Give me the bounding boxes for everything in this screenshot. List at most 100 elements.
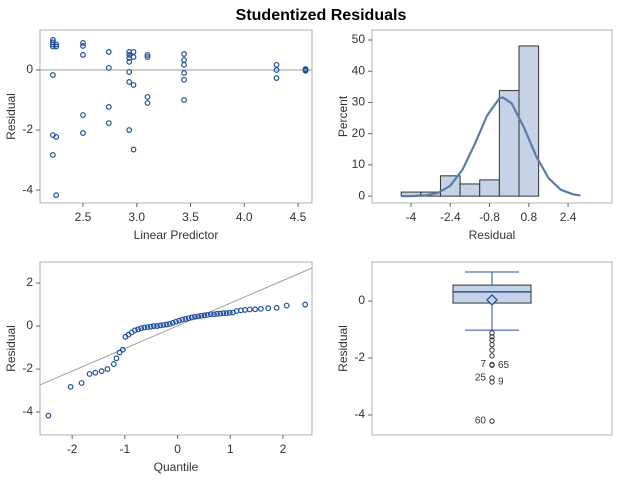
data-point — [257, 305, 264, 312]
data-point — [110, 361, 117, 367]
y-tick-label: -4 — [22, 182, 33, 196]
y-tick-label: 50 — [352, 32, 366, 46]
reference-line — [39, 267, 313, 386]
data-point — [181, 97, 187, 103]
data-point — [147, 323, 154, 330]
outlier — [489, 362, 495, 368]
data-point — [53, 41, 60, 48]
data-point — [273, 75, 280, 81]
y-axis-label: Percent — [336, 95, 350, 137]
data-point — [80, 112, 86, 118]
data-point — [166, 320, 173, 327]
x-axis-label: Residual — [469, 228, 516, 242]
data-point — [98, 368, 105, 375]
outlier — [489, 341, 495, 348]
y-axis-label: Residual — [4, 93, 18, 140]
data-point — [53, 192, 60, 199]
data-point — [144, 94, 151, 100]
y-tick-label: 0 — [26, 318, 33, 332]
data-point — [157, 322, 164, 329]
data-point — [130, 146, 137, 153]
x-tick-label: 2.4 — [560, 210, 577, 224]
y-axis-label: Residual — [336, 325, 350, 372]
data-point — [53, 134, 60, 140]
density-curve — [401, 96, 581, 198]
x-tick-label: 3.5 — [182, 210, 199, 224]
data-point — [130, 82, 137, 88]
mean-marker — [486, 293, 498, 306]
y-tick-label: -2 — [22, 122, 33, 136]
x-axis-label: Quantile — [154, 460, 199, 474]
data-point — [181, 70, 187, 76]
y-tick-label: -2 — [22, 361, 33, 375]
data-point — [198, 312, 205, 319]
data-point — [50, 72, 56, 78]
data-point — [130, 54, 137, 60]
data-point — [226, 309, 233, 316]
data-point — [176, 317, 183, 324]
data-point — [92, 369, 99, 376]
y-tick-label: 0 — [358, 293, 365, 307]
data-point — [45, 412, 52, 419]
data-point — [126, 58, 133, 65]
data-point — [182, 316, 189, 322]
data-point — [188, 314, 195, 321]
y-tick-label: -4 — [22, 404, 33, 418]
data-point — [138, 325, 145, 332]
y-tick-label: 20 — [352, 126, 366, 140]
x-tick-label: 4.0 — [236, 210, 253, 224]
x-tick-label: 4.5 — [290, 210, 307, 224]
data-point — [207, 311, 214, 318]
data-point — [179, 316, 186, 323]
data-point — [105, 103, 112, 110]
data-point — [80, 40, 86, 46]
data-point — [116, 349, 123, 356]
panel-title: Studentized Residuals — [236, 7, 407, 24]
y-axis-label: Residual — [4, 325, 18, 372]
histogram-bar — [459, 183, 481, 197]
data-point — [195, 313, 202, 320]
data-point — [211, 311, 217, 318]
data-point — [144, 324, 151, 331]
data-point — [163, 321, 170, 328]
x-tick-label: 0 — [174, 442, 181, 456]
data-point — [126, 79, 133, 85]
data-point — [80, 130, 86, 136]
data-point — [144, 54, 151, 60]
y-tick-label: 0 — [26, 62, 33, 76]
x-tick-label: 2 — [280, 442, 287, 456]
data-point — [169, 319, 176, 326]
x-tick-label: -2.4 — [440, 210, 461, 224]
data-point — [181, 61, 187, 68]
data-point — [246, 306, 253, 313]
x-tick-label: -1 — [120, 442, 131, 456]
data-point — [220, 310, 227, 317]
y-tick-label: -4 — [354, 407, 365, 421]
outlier — [489, 353, 495, 359]
data-point — [53, 43, 60, 50]
data-point — [113, 355, 120, 362]
data-point — [223, 310, 230, 317]
y-tick-label: 2 — [26, 275, 33, 289]
x-tick-label: 1 — [227, 442, 234, 456]
data-point — [80, 43, 86, 49]
data-point — [131, 327, 138, 334]
data-point — [181, 76, 187, 83]
y-tick-label: -2 — [354, 350, 365, 364]
y-tick-label: 0 — [358, 188, 365, 202]
x-axis-label: Linear Predictor — [134, 228, 219, 242]
histogram-bar — [498, 90, 520, 197]
data-point — [78, 380, 85, 386]
outlier — [489, 347, 495, 353]
data-point — [273, 304, 280, 311]
outlier-label: 60 — [475, 416, 487, 427]
data-point — [252, 306, 258, 313]
x-tick-label: -0.8 — [479, 210, 500, 224]
x-tick-label: 2.5 — [75, 210, 92, 224]
data-point — [204, 311, 211, 318]
plot-frame — [39, 261, 313, 436]
outlier-label: 7 — [480, 359, 486, 370]
data-point — [302, 301, 309, 308]
data-point — [126, 52, 133, 58]
data-point — [119, 346, 126, 353]
